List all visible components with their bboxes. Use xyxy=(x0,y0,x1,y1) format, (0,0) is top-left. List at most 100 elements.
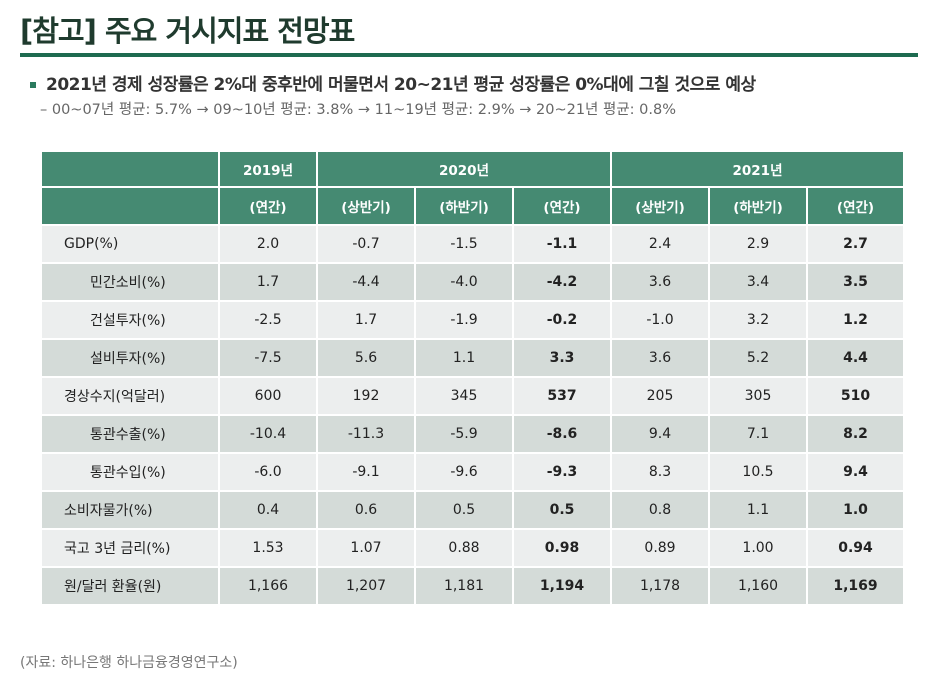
cell: 3.6 xyxy=(610,262,710,302)
sub-note: – 00~07년 평균: 5.7% → 09~10년 평균: 3.8% → 11… xyxy=(40,102,677,118)
cell: -1.1 xyxy=(512,224,612,264)
cell: -2.5 xyxy=(218,300,318,340)
period-header: (연간) xyxy=(512,186,612,226)
data-row: 원/달러 환율(원) 1,166 1,207 1,181 1,194 1,178 1,160… xyxy=(40,566,905,606)
cell: 4.4 xyxy=(806,338,905,378)
row-label: 통관수입(%) xyxy=(40,452,220,492)
cell: 2.0 xyxy=(218,224,318,264)
cell: 1.7 xyxy=(316,300,416,340)
cell: -0.2 xyxy=(512,300,612,340)
data-row: 건설투자(%) -2.5 1.7 -1.9 -0.2 -1.0 3.2 1.2 xyxy=(40,300,905,340)
cell: 1,178 xyxy=(610,566,710,606)
year-header: 2021년 xyxy=(610,150,905,188)
cell: 3.5 xyxy=(806,262,905,302)
cell: 345 xyxy=(414,376,514,416)
cell: 3.2 xyxy=(708,300,808,340)
data-row: 경상수지(억달러) 600 192 345 537 205 305 510 xyxy=(40,376,905,416)
cell: -6.0 xyxy=(218,452,318,492)
data-row: 통관수출(%) -10.4 -11.3 -5.9 -8.6 9.4 7.1 8.2 xyxy=(40,414,905,454)
cell: 7.1 xyxy=(708,414,808,454)
cell: 0.98 xyxy=(512,528,612,568)
period-header: (상반기) xyxy=(316,186,416,226)
cell: -5.9 xyxy=(414,414,514,454)
cell: 0.89 xyxy=(610,528,710,568)
cell: 9.4 xyxy=(806,452,905,492)
cell: 8.3 xyxy=(610,452,710,492)
cell: -9.3 xyxy=(512,452,612,492)
cell: 8.2 xyxy=(806,414,905,454)
period-header: (상반기) xyxy=(610,186,710,226)
cell: 192 xyxy=(316,376,416,416)
cell: -7.5 xyxy=(218,338,318,378)
source: (자료: 하나은행 하나금융경영연구소) xyxy=(20,655,238,671)
cell: 9.4 xyxy=(610,414,710,454)
cell: -4.2 xyxy=(512,262,612,302)
bullet: 2021년 경제 성장률은 2%대 중후반에 머물면서 20~21년 평균 성장… xyxy=(30,70,756,95)
row-label: 경상수지(억달러) xyxy=(40,376,220,416)
row-label: 소비자물가(%) xyxy=(40,490,220,530)
data-row: 소비자물가(%) 0.4 0.6 0.5 0.5 0.8 1.1 1.0 xyxy=(40,490,905,530)
cell: 0.88 xyxy=(414,528,514,568)
cell: 2.7 xyxy=(806,224,905,264)
title-underline xyxy=(20,53,918,57)
cell: 1,207 xyxy=(316,566,416,606)
row-label: 국고 3년 금리(%) xyxy=(40,528,220,568)
year-header: 2020년 xyxy=(316,150,612,188)
cell: 10.5 xyxy=(708,452,808,492)
cell: 3.6 xyxy=(610,338,710,378)
cell: 0.6 xyxy=(316,490,416,530)
cell: 0.94 xyxy=(806,528,905,568)
cell: -4.4 xyxy=(316,262,416,302)
cell: 1.2 xyxy=(806,300,905,340)
cell: 1,194 xyxy=(512,566,612,606)
cell: -10.4 xyxy=(218,414,318,454)
cell: 3.3 xyxy=(512,338,612,378)
row-label: 건설투자(%) xyxy=(40,300,220,340)
cell: 205 xyxy=(610,376,710,416)
data-row: 국고 3년 금리(%) 1.53 1.07 0.88 0.98 0.89 1.00 0.94 xyxy=(40,528,905,568)
period-header: (하반기) xyxy=(414,186,514,226)
cell: 1,169 xyxy=(806,566,905,606)
cell: 0.5 xyxy=(414,490,514,530)
period-header: (하반기) xyxy=(708,186,808,226)
cell: 0.4 xyxy=(218,490,318,530)
cell: 1.07 xyxy=(316,528,416,568)
cell: 3.4 xyxy=(708,262,808,302)
period-header: (연간) xyxy=(218,186,318,226)
cell: -9.6 xyxy=(414,452,514,492)
cell: 2.9 xyxy=(708,224,808,264)
row-label: 민간소비(%) xyxy=(40,262,220,302)
row-label: 설비투자(%) xyxy=(40,338,220,378)
row-label: GDP(%) xyxy=(40,224,220,264)
cell: 537 xyxy=(512,376,612,416)
cell: 5.6 xyxy=(316,338,416,378)
data-row: GDP(%) 2.0 -0.7 -1.5 -1.1 2.4 2.9 2.7 xyxy=(40,224,905,264)
cell: 510 xyxy=(806,376,905,416)
cell: 2.4 xyxy=(610,224,710,264)
cell: 600 xyxy=(218,376,318,416)
title: [참고] 주요 거시지표 전망표 xyxy=(20,14,355,48)
cell: -9.1 xyxy=(316,452,416,492)
cell: 1,181 xyxy=(414,566,514,606)
cell: 0.8 xyxy=(610,490,710,530)
cell: 1.7 xyxy=(218,262,318,302)
cell: 5.2 xyxy=(708,338,808,378)
header-row: (연간) (상반기) (하반기) (연간) (상반기) (하반기) (연간) xyxy=(40,186,905,226)
cell: 1.00 xyxy=(708,528,808,568)
cell: -1.5 xyxy=(414,224,514,264)
data-row: 설비투자(%) -7.5 5.6 1.1 3.3 3.6 5.2 4.4 xyxy=(40,338,905,378)
cell: -8.6 xyxy=(512,414,612,454)
cell: 0.5 xyxy=(512,490,612,530)
header-row: 2019년 2020년 2021년 xyxy=(40,150,905,188)
year-header: 2019년 xyxy=(218,150,318,188)
data-row: 통관수입(%) -6.0 -9.1 -9.6 -9.3 8.3 10.5 9.4 xyxy=(40,452,905,492)
cell: -0.7 xyxy=(316,224,416,264)
cell: -1.9 xyxy=(414,300,514,340)
header-cell xyxy=(40,186,220,226)
row-label: 원/달러 환율(원) xyxy=(40,566,220,606)
table: 2019년 2020년 2021년 (연간) (상반기) (하반기) (연간) (상반기) (하… xyxy=(40,150,905,606)
cell: 1,166 xyxy=(218,566,318,606)
cell: 1.1 xyxy=(414,338,514,378)
cell: 1.0 xyxy=(806,490,905,530)
